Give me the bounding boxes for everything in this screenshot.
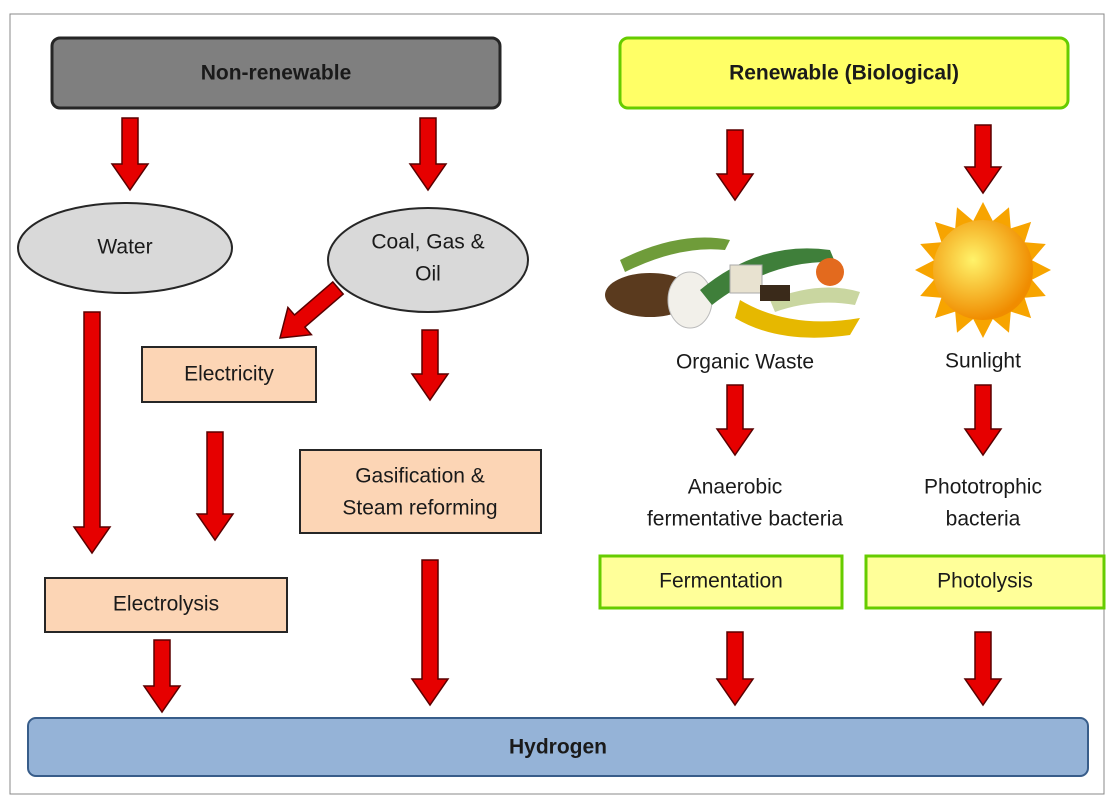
arrow — [963, 384, 1003, 457]
gasification-label: Gasification & — [355, 465, 485, 488]
organism-label: fermentative bacteria — [647, 508, 843, 531]
arrows — [72, 117, 1003, 714]
sunlight-label: Sunlight — [945, 350, 1021, 373]
hydrogen-label: Hydrogen — [509, 736, 607, 759]
organic-waste-image — [605, 237, 860, 338]
coal-node — [327, 207, 529, 313]
fermentation-label: Fermentation — [659, 570, 783, 593]
arrow — [195, 431, 235, 542]
arrow — [142, 639, 182, 714]
arrow — [715, 384, 755, 457]
fermentation-box — [598, 554, 844, 610]
coal-label: Oil — [415, 263, 441, 286]
arrow — [410, 329, 450, 402]
arrow — [715, 129, 755, 202]
arrow — [279, 280, 345, 339]
sun-disc — [933, 220, 1033, 320]
organism-label: bacteria — [946, 508, 1021, 531]
renewable-box — [618, 36, 1070, 110]
non-renewable-title: Non-renewable — [201, 62, 352, 85]
renewable-title: Renewable (Biological) — [729, 62, 959, 85]
arrow — [410, 559, 450, 707]
water-label: Water — [97, 236, 152, 259]
electricity-box — [141, 346, 317, 403]
electrolysis-label: Electrolysis — [113, 593, 219, 616]
gasification-label: Steam reforming — [342, 497, 497, 520]
organic-waste-label: Organic Waste — [676, 351, 814, 374]
coal-label: Coal, Gas & — [371, 231, 484, 254]
hydrogen-box — [27, 717, 1089, 777]
gasification-box — [299, 449, 542, 534]
sun-image — [915, 202, 1051, 338]
electrolysis-box — [44, 577, 288, 633]
arrow — [408, 117, 448, 192]
arrow — [72, 311, 112, 555]
water-node — [17, 202, 233, 294]
frame — [9, 13, 1105, 795]
arrow — [110, 117, 150, 192]
organism-label: Anaerobic — [688, 476, 783, 499]
non-renewable-box — [50, 36, 502, 110]
arrow — [963, 124, 1003, 195]
photolysis-label: Photolysis — [937, 570, 1033, 593]
arrow — [715, 631, 755, 707]
photolysis-box — [864, 554, 1106, 610]
organism-label: Phototrophic — [924, 476, 1042, 499]
arrow — [963, 631, 1003, 707]
electricity-label: Electricity — [184, 363, 274, 386]
